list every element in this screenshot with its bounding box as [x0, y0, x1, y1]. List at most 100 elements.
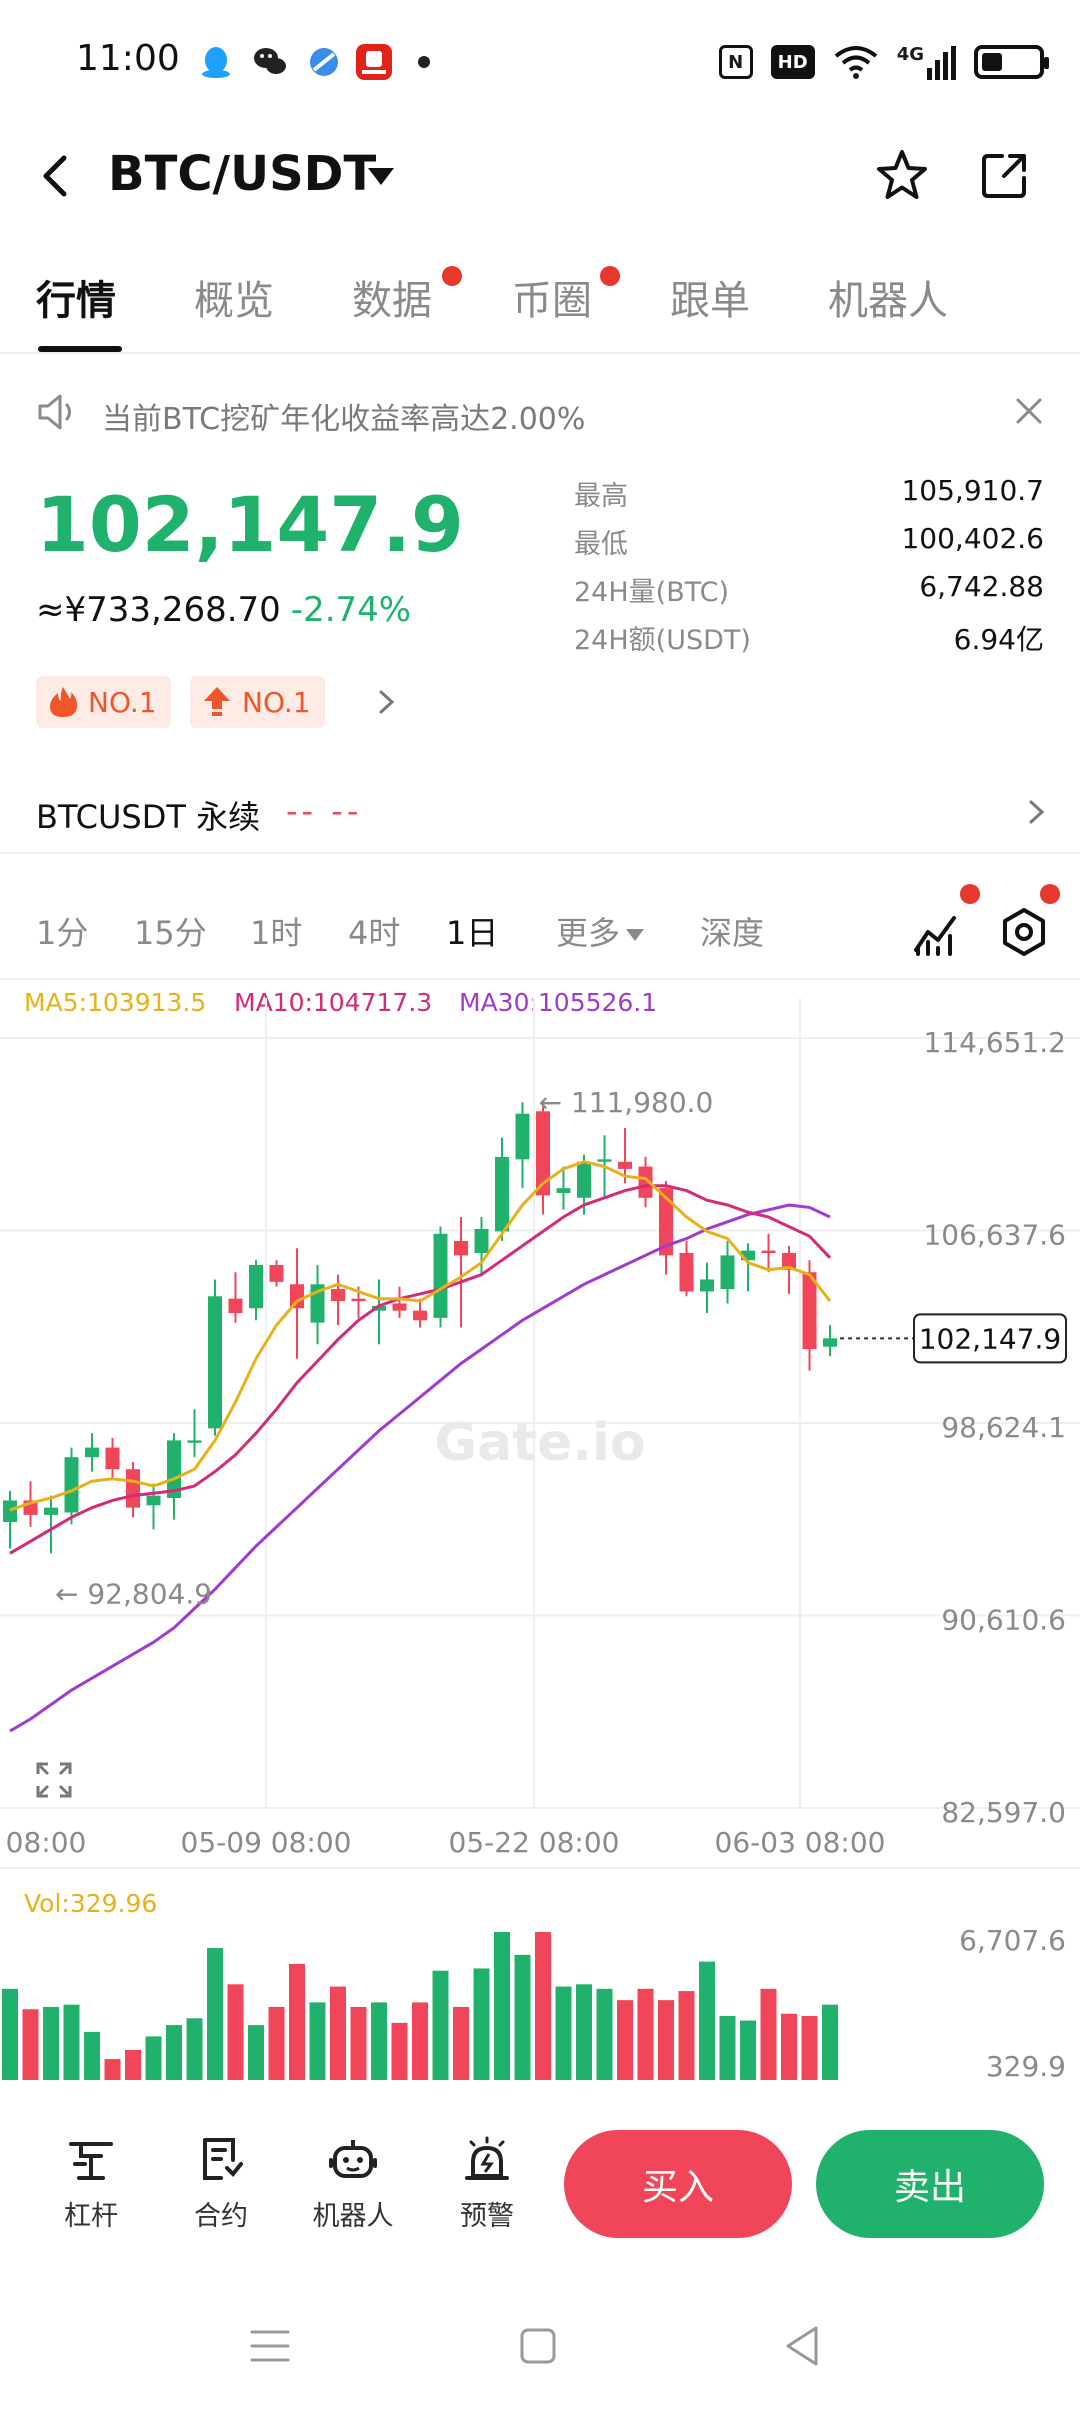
stat-label: 最低 [574, 529, 628, 560]
candle [208, 1279, 222, 1436]
depth-tab[interactable]: 深度 [700, 914, 765, 952]
volume-bar [637, 1988, 654, 2080]
chart-settings-icon[interactable] [998, 906, 1050, 958]
indicator-chart-icon[interactable] [912, 910, 962, 956]
hot-rank-label: NO.1 [88, 685, 157, 719]
chart-canvas[interactable]: Gate.io Vol:329.96 6,707.6 329.9 114,651.2… [0, 980, 1080, 2080]
candle [126, 1462, 140, 1518]
candle [3, 1490, 17, 1549]
volume-bar [576, 1984, 592, 2080]
back-arrow-icon[interactable] [36, 154, 76, 198]
volume-bar [84, 2031, 100, 2080]
price-change-percent: -2.74% [290, 590, 412, 630]
status-time: 11:00 [76, 38, 180, 79]
candle [433, 1226, 448, 1328]
candle [228, 1272, 243, 1323]
buy-button[interactable]: 买入 [564, 2130, 792, 2238]
kline-chart[interactable]: MA5:103913.5 MA10:104717.3 MA30:105526.1… [0, 980, 1080, 2080]
leverage-button[interactable]: 杠杆 [36, 2134, 146, 2233]
contract-icon [203, 2138, 243, 2180]
tab-bots[interactable]: 机器人 [828, 278, 948, 324]
favorite-star-icon[interactable] [872, 146, 932, 206]
tab-copy-trading[interactable]: 跟单 [670, 278, 750, 324]
interval-more[interactable]: 更多 [556, 908, 645, 954]
volume-bar [453, 2006, 469, 2080]
perpetual-row[interactable]: BTCUSDT 永续 -- -- [0, 770, 1080, 854]
interval-15m[interactable]: 15分 [134, 914, 207, 952]
menu-nav-icon[interactable] [248, 2326, 292, 2366]
volume-bar [535, 1932, 551, 2080]
contract-button[interactable]: 合约 [166, 2134, 276, 2233]
volume-bar [207, 1948, 223, 2080]
interval-4h[interactable]: 4时 [348, 914, 401, 952]
battery-icon [974, 45, 1049, 79]
network-type: 4G [896, 44, 924, 65]
pair-title[interactable]: BTC/USDT [108, 146, 377, 202]
close-icon[interactable] [1012, 394, 1046, 428]
pair-dropdown-caret-icon[interactable] [368, 168, 394, 185]
volume-bar [104, 2059, 121, 2080]
gainer-rank-badge[interactable]: NO.1 [190, 676, 325, 728]
volume-bar [699, 1961, 715, 2080]
stat-label: 24H量(BTC) [574, 577, 730, 608]
tab-market[interactable]: 行情 [36, 278, 116, 324]
interval-1d[interactable]: 1日 [446, 914, 499, 952]
candle [761, 1233, 776, 1273]
candle [269, 1260, 284, 1287]
stat-low: 最低 100,402.6 [574, 518, 1044, 566]
share-icon[interactable] [974, 146, 1034, 206]
securities-app-icon [356, 44, 392, 80]
fire-icon [50, 687, 78, 717]
browser-icon [310, 48, 338, 76]
interval-1m[interactable]: 1分 [36, 914, 89, 952]
tab-community[interactable]: 币圈 [512, 278, 592, 324]
candle [618, 1128, 632, 1184]
candle [638, 1156, 653, 1208]
robot-icon [329, 2140, 377, 2178]
contract-label: 合约 [194, 2201, 248, 2232]
tab-overview[interactable]: 概览 [194, 278, 274, 324]
tab-data[interactable]: 数据 [352, 278, 432, 324]
stat-turnover-usdt: 24H额(USDT) 6.94亿 [574, 614, 1044, 662]
x-axis-label: 05-22 08:00 [449, 1826, 620, 1859]
leverage-icon [69, 2142, 113, 2180]
stat-volume-btc: 24H量(BTC) 6,742.88 [574, 566, 1044, 614]
volume-bar [801, 2016, 818, 2080]
volume-bar [432, 1970, 449, 2080]
volume-bar [391, 2022, 408, 2080]
rising-arrow-icon [204, 687, 230, 716]
fullscreen-icon[interactable] [36, 1762, 72, 1798]
speaker-icon [38, 394, 71, 430]
candle [44, 1495, 58, 1554]
volume-bar [719, 2016, 736, 2080]
bots-label: 机器人 [312, 2201, 394, 2232]
badges-chevron-right-icon[interactable] [372, 684, 402, 720]
candle [700, 1262, 714, 1314]
volume-bar [43, 2006, 59, 2080]
alert-button[interactable]: 预警 [432, 2134, 542, 2233]
stat-value: 6,742.88 [919, 570, 1044, 603]
sell-button[interactable]: 卖出 [816, 2130, 1044, 2238]
bots-button[interactable]: 机器人 [298, 2134, 408, 2233]
qq-icon [202, 47, 230, 78]
x-axis-label: 05-09 08:00 [181, 1826, 352, 1859]
back-nav-icon[interactable] [782, 2324, 822, 2368]
candle [823, 1325, 837, 1357]
volume-bar [473, 1968, 490, 2080]
hot-rank-badge[interactable]: NO.1 [36, 676, 171, 728]
interval-1h[interactable]: 1时 [250, 914, 303, 952]
low-marker: ← 92,804.9 [55, 1577, 212, 1610]
y-axis-label: 106,637.6 [923, 1219, 1066, 1252]
stat-value: 100,402.6 [901, 522, 1044, 555]
price-cny-line: ≈¥733,268.70 -2.74% [36, 590, 411, 630]
stat-high: 最高 105,910.7 [574, 470, 1044, 518]
home-nav-icon[interactable] [518, 2326, 558, 2366]
indicator-badge-dot [960, 884, 980, 904]
notice-banner[interactable]: 当前BTC挖矿年化收益率高达2.00% [0, 376, 1080, 450]
volume-bar [289, 1963, 305, 2080]
more-caret-icon [626, 929, 645, 941]
candle [556, 1166, 571, 1210]
wechat-icon [254, 48, 286, 74]
volume-bar [617, 2000, 633, 2080]
nfc-icon: N [718, 45, 753, 79]
